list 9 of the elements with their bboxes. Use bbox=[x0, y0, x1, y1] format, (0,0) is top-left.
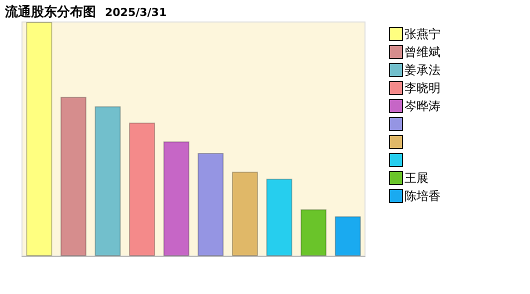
legend-label: 岑晔涛 bbox=[404, 99, 440, 113]
legend-label: 李晓明 bbox=[404, 81, 440, 95]
legend-label: 张燕宁 bbox=[404, 27, 440, 41]
chart-title: 流通股东分布图 bbox=[4, 4, 96, 20]
legend-label: 曾维斌 bbox=[404, 45, 440, 59]
legend-label: 姜承法 bbox=[404, 63, 440, 77]
chart-subtitle: 2025/3/31 bbox=[105, 6, 167, 19]
legend-label: 陈培香 bbox=[404, 189, 440, 203]
legend-label: 王展 bbox=[404, 171, 428, 185]
